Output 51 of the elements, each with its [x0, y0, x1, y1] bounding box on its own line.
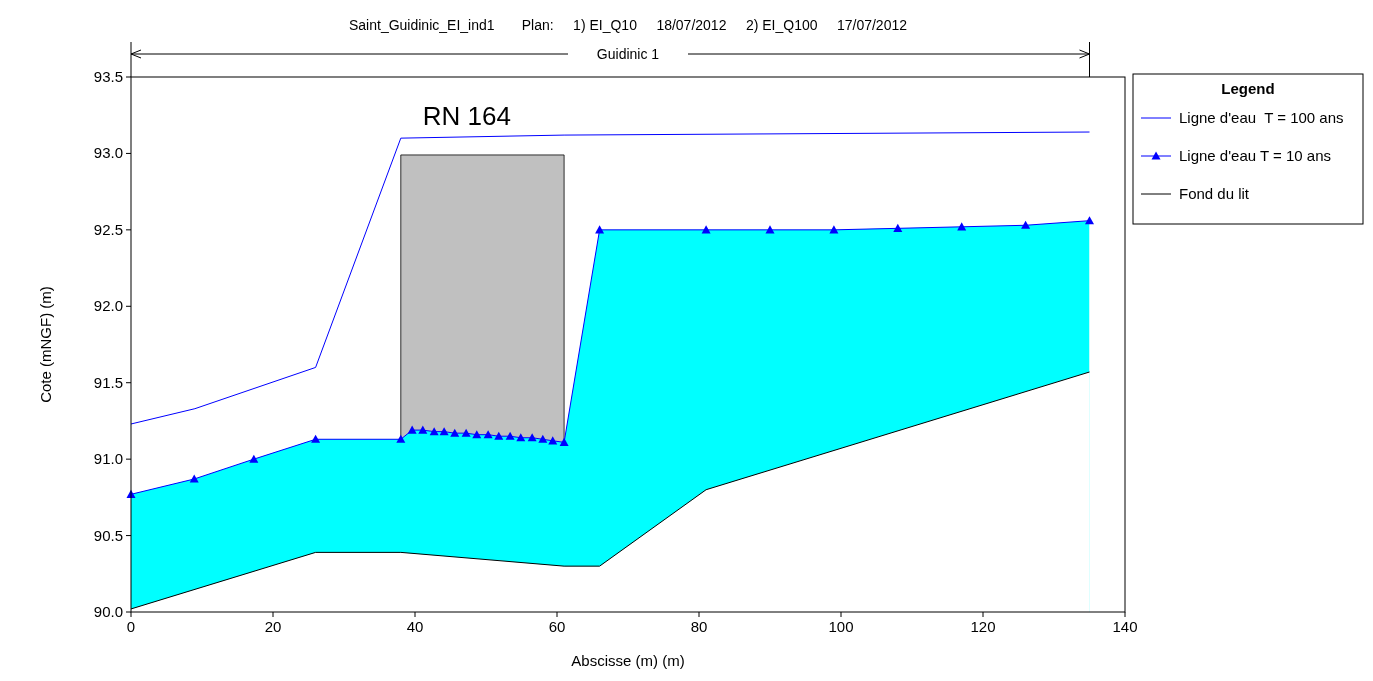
text: Guidinic 1 [596, 46, 660, 62]
annotation: RN 164 [422, 100, 511, 131]
x-tick-label: 60 [548, 618, 566, 635]
y-axis-title: Cote (mNGF) (m) [37, 286, 54, 403]
point [418, 425, 428, 434]
point [439, 427, 449, 436]
x-tick-label: 0 [126, 618, 136, 635]
y-tick-label: 91.0 [93, 450, 123, 468]
y-tick-label: 93.5 [93, 68, 123, 85]
point [249, 454, 259, 463]
legend-label: Ligne d'eau T = 10 ans [1179, 147, 1332, 164]
point [189, 474, 199, 483]
y-tick-label: 92.0 [93, 297, 123, 315]
point [450, 428, 460, 437]
point [538, 434, 548, 443]
line-series [130, 131, 1090, 425]
y-tick-label: 91.5 [93, 373, 123, 391]
point [483, 430, 493, 439]
legend-title: Legend [1221, 80, 1275, 97]
point [957, 222, 967, 231]
y-tick-label: 90.5 [93, 526, 123, 544]
y-tick-label: 92.5 [93, 220, 123, 238]
x-axis-title: Abscisse (m) (m) [571, 652, 685, 669]
point [429, 427, 439, 436]
point [559, 437, 569, 446]
point [1021, 220, 1031, 229]
point [548, 436, 558, 445]
y-tick-label: 93.0 [93, 144, 123, 162]
x-tick-label: 20 [264, 618, 282, 635]
point [893, 223, 903, 232]
legend-label: Ligne d'eau T = 100 ans [1179, 109, 1344, 126]
point [407, 425, 417, 434]
point [505, 431, 515, 440]
point [701, 225, 711, 234]
point [311, 434, 321, 443]
point [527, 433, 537, 442]
point [516, 433, 526, 442]
point [461, 428, 471, 437]
point [1085, 216, 1094, 225]
point [396, 434, 406, 443]
x-tick-label: 100 [828, 618, 854, 635]
y-tick-label: 90.0 [93, 603, 123, 620]
point [472, 430, 482, 439]
x-tick-label: 140 [1112, 618, 1138, 635]
x-tick-label: 80 [690, 618, 708, 635]
point [494, 431, 504, 440]
chart-title: Saint_Guidinic_EI_ind1 Plan: 1) EI_Q10 18/07/2012 2) EI_Q100 17/07/2012 [348, 17, 908, 33]
x-tick-label: 120 [970, 618, 996, 635]
point [829, 225, 839, 234]
legend-label: Fond du lit [1179, 185, 1250, 202]
x-tick-label: 40 [406, 618, 424, 635]
